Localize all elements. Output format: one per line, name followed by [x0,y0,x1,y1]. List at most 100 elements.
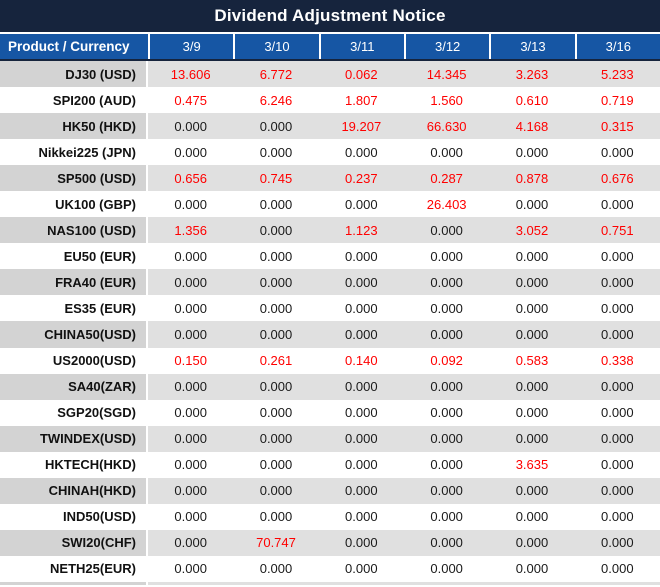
value-cell: 0.000 [259,483,293,499]
table-row: SWI20(CHF) 0.000 70.747 0.000 0.000 0.000 0.00… [0,529,660,556]
value-cell: 0.140 [345,353,378,369]
table-header-row: Product / Currency 3/9 3/10 3/11 3/12 3/… [0,34,660,61]
value-cell: 0.150 [174,353,207,369]
table-row: TWINDEX(USD) 0.000 0.000 0.000 0.000 0.000 0.0… [0,425,660,452]
table-row: FRA40 (EUR) 0.000 0.000 0.000 0.000 0.000 0.00… [0,269,660,296]
product-label: SP500 (USD) [0,165,148,192]
value-cell: 0.000 [515,248,549,264]
value-cell: 0.000 [174,300,207,316]
value-cell: 0.000 [601,144,634,160]
value-cell: 3.052 [515,222,549,238]
value-cell: 6.246 [259,92,293,108]
value-cell: 0.000 [430,561,463,577]
table-row: HK50 (HKD) 0.000 0.000 19.207 66.630 4.168 0.3… [0,113,660,140]
value-cell: 0.656 [174,170,207,186]
value-cell: 0.000 [515,561,549,577]
table-row: EU50 (EUR) 0.000 0.000 0.000 0.000 0.000 0.000 [0,243,660,270]
column-header-date: 3/11 [318,34,404,59]
product-label: CHINAH(HKD) [0,477,148,504]
value-cell: 0.000 [515,535,549,551]
product-label: HK50 (HKD) [0,113,148,140]
table-row: SA40(ZAR) 0.000 0.000 0.000 0.000 0.000 0.000 [0,373,660,400]
product-label: NETH25(EUR) [0,555,148,582]
value-cell: 0.000 [430,379,463,395]
value-cell: 0.000 [601,483,634,499]
value-cell: 0.719 [601,92,634,108]
value-cell: 0.000 [259,144,293,160]
table-row: NAS100 (USD) 1.356 0.000 1.123 0.000 3.052 0.7… [0,217,660,244]
product-label: NAS100 (USD) [0,217,148,244]
value-cell: 0.000 [430,222,463,238]
value-cell: 0.000 [601,274,634,290]
value-cell: 0.237 [345,170,378,186]
value-cell: 0.000 [430,535,463,551]
column-header-date: 3/13 [489,34,574,59]
value-cell: 0.475 [174,92,207,108]
column-header-date: 3/12 [403,34,489,59]
product-label: EU50 (EUR) [0,243,148,270]
value-cell: 0.000 [259,379,293,395]
value-cell: 0.000 [174,405,207,421]
value-cell: 0.000 [174,509,207,525]
value-cell: 70.747 [256,535,296,551]
value-cell: 66.630 [426,118,467,134]
value-cell: 0.610 [515,92,549,108]
value-cell: 26.403 [426,196,467,212]
table-row: SPI200 (AUD) 0.475 6.246 1.807 1.560 0.610 0.7… [0,87,660,114]
table-row: IND50(USD) 0.000 0.000 0.000 0.000 0.000 0.000 [0,503,660,530]
value-cell: 0.000 [259,509,293,525]
value-cell: 0.000 [430,431,463,447]
product-label: TWINDEX(USD) [0,425,148,452]
value-cell: 0.000 [515,431,549,447]
product-label: US2000(USD) [0,347,148,374]
value-cell: 0.000 [601,509,634,525]
value-cell: 0.000 [174,535,207,551]
value-cell: 0.000 [430,248,463,264]
value-cell: 1.560 [430,92,463,108]
value-cell: 1.356 [174,222,207,238]
value-cell: 0.000 [174,457,207,473]
column-header-date: 3/10 [233,34,318,59]
value-cell: 0.000 [601,431,634,447]
table-row: CHINAH(HKD) 0.000 0.000 0.000 0.000 0.000 0.00… [0,477,660,504]
value-cell: 0.000 [430,457,463,473]
value-cell: 0.000 [601,379,634,395]
value-cell: 3.263 [515,66,549,82]
product-label: SA40(ZAR) [0,373,148,400]
value-cell: 0.583 [515,353,549,369]
value-cell: 0.000 [174,144,207,160]
value-cell: 0.000 [515,405,549,421]
value-cell: 0.000 [259,300,293,316]
table-row: Nikkei225 (JPN) 0.000 0.000 0.000 0.000 0.000… [0,139,660,166]
value-cell: 0.000 [174,196,207,212]
value-cell: 5.233 [601,66,634,82]
value-cell: 0.000 [174,326,207,342]
product-label: SWI20(CHF) [0,529,148,556]
value-cell: 0.261 [259,353,293,369]
value-cell: 0.000 [259,431,293,447]
value-cell: 0.000 [601,248,634,264]
value-cell: 1.807 [345,92,378,108]
value-cell: 0.000 [430,300,463,316]
product-label: ES35 (EUR) [0,295,148,322]
value-cell: 0.000 [515,300,549,316]
value-cell: 0.000 [430,509,463,525]
value-cell: 14.345 [426,66,467,82]
value-cell: 3.635 [515,457,549,473]
value-cell: 0.000 [515,379,549,395]
value-cell: 0.000 [174,248,207,264]
value-cell: 0.000 [515,196,549,212]
value-cell: 0.000 [430,405,463,421]
table-row: CHINA50(USD) 0.000 0.000 0.000 0.000 0.000 0.0… [0,321,660,348]
value-cell: 0.000 [601,196,634,212]
value-cell: 0.000 [345,405,378,421]
table-row: SP500 (USD) 0.656 0.745 0.237 0.287 0.878 0.67… [0,165,660,192]
value-cell: 0.745 [259,170,293,186]
table-row: HKTECH(HKD) 0.000 0.000 0.000 0.000 3.635 0.00… [0,451,660,478]
value-cell: 0.000 [259,222,293,238]
product-label: SGP20(SGD) [0,399,148,426]
value-cell: 0.000 [259,196,293,212]
table-row: US2000(USD) 0.150 0.261 0.140 0.092 0.583 0.33… [0,347,660,374]
column-header-date: 3/9 [148,34,233,59]
value-cell: 0.000 [345,196,378,212]
